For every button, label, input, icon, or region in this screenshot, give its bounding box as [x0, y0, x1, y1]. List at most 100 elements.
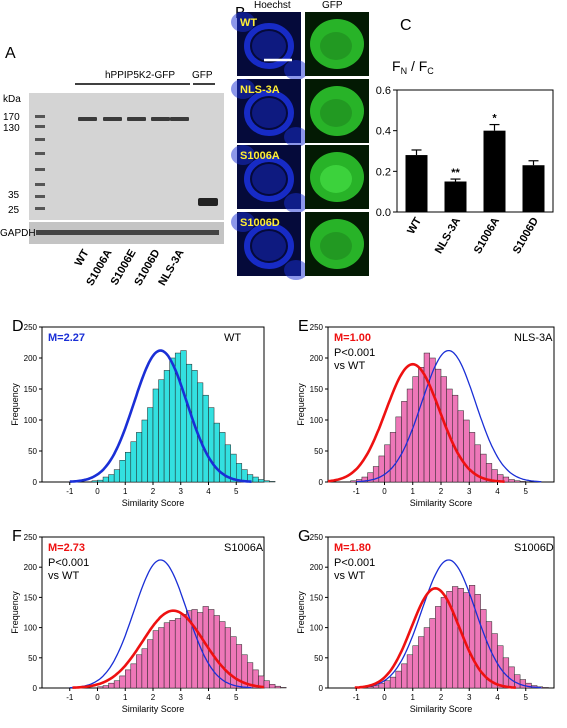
neighbor-nucleus [284, 127, 308, 147]
histogram-bar [263, 680, 270, 689]
histogram-bar [440, 597, 447, 689]
reference-fit-curve [69, 559, 252, 689]
y-axis-label: Frequency [10, 383, 20, 426]
x-tick-label: 3 [467, 487, 472, 496]
histogram-bar [457, 410, 464, 483]
panel-a: A kDa hPPIP5K2-GFP GFP 170 130 35 25 [0, 45, 224, 288]
histogram-bar [514, 674, 521, 689]
construct-label: hPPIP5K2-GFP [105, 70, 175, 81]
x-tick-label: 4 [206, 487, 211, 496]
c-plot-frame [396, 89, 554, 213]
y-tick-label: 100 [24, 624, 38, 633]
x-tick-label: 2 [439, 487, 444, 496]
nucleus-fill [252, 31, 286, 61]
x-tick-label: 4 [495, 487, 500, 496]
histogram-bar [514, 480, 521, 483]
blot-membrane [29, 93, 224, 220]
x-axis-label: Similarity Score [122, 498, 185, 508]
x-tick-label: 3 [467, 693, 472, 702]
histogram-bar [125, 451, 132, 483]
histogram-bar [130, 441, 137, 483]
histogram-bar [230, 636, 237, 689]
histogram-bar [147, 639, 154, 689]
nucleus-gfp [320, 165, 352, 193]
marker-130: 130 [3, 123, 20, 134]
x-tick-label: 3 [179, 693, 184, 702]
y-tick-label: 150 [24, 593, 38, 602]
y-tick-label: 0 [319, 478, 324, 487]
nucleus-fill [252, 231, 286, 261]
histogram-bar [508, 479, 515, 483]
nucleus-shape [244, 156, 294, 202]
histogram-bar [213, 422, 220, 483]
panel-c: C FN / FC 0.00.20.40.6WT**NLS-3A*S1006A S… [376, 17, 554, 256]
neighbor-nucleus [231, 145, 255, 165]
histogram-bar [136, 432, 143, 483]
histogram-bar [169, 357, 176, 483]
ladder-band [35, 138, 45, 141]
c-category-label: S1006D [511, 215, 541, 255]
x-tick-label: 5 [524, 693, 529, 702]
histogram-bar [208, 407, 215, 483]
c-category-label: NLS-3A [433, 215, 463, 255]
histogram-bar [452, 394, 459, 483]
histogram-bar [508, 666, 515, 689]
ladder-band [35, 115, 45, 118]
x-tick-label: 1 [123, 487, 128, 496]
histogram-bar [395, 670, 402, 689]
y-axis-label: Frequency [296, 591, 306, 634]
band-s1006e [127, 117, 146, 121]
histogram-bar [152, 388, 159, 483]
histogram-bar [389, 432, 397, 483]
histogram-bar [274, 685, 281, 689]
histogram-bar [224, 627, 231, 689]
histogram-bar [423, 627, 430, 689]
c-bar [444, 181, 467, 212]
comparison-label: vs WT [48, 570, 79, 582]
y-tick-label: 200 [24, 354, 38, 363]
histogram-bar [269, 481, 276, 483]
histogram-bar [350, 480, 357, 483]
microscopy-row-label: S1006A [240, 150, 280, 162]
histogram-bar [91, 480, 98, 483]
histogram-bar [395, 416, 402, 483]
histogram-bar [497, 645, 504, 689]
fit-curve [69, 349, 252, 483]
kda-label: kDa [3, 94, 21, 105]
x-tick-label: -1 [353, 487, 361, 496]
x-tick-label: 0 [95, 487, 100, 496]
histogram-bar [108, 474, 115, 483]
p-value-label: P<0.001 [334, 347, 375, 359]
fit-curve [72, 609, 265, 689]
y-tick-label: 100 [310, 416, 324, 425]
histogram-bar [435, 368, 442, 483]
histogram-bar [152, 630, 159, 689]
c-ytick-label: 0.4 [376, 126, 391, 138]
histogram-bar [474, 594, 481, 689]
x-axis-label: Similarity Score [122, 704, 185, 714]
histogram-bar [429, 618, 436, 689]
y-tick-label: 250 [24, 323, 38, 332]
x-tick-label: 1 [411, 487, 416, 496]
ladder-band [35, 152, 45, 155]
x-axis-label: Similarity Score [410, 704, 473, 714]
histogram-bar [186, 363, 193, 483]
c-category-label: WT [405, 215, 424, 236]
c-ylabel-sub1: N [401, 66, 408, 76]
x-tick-label: 5 [234, 693, 239, 702]
header-hoechst: Hoechst [254, 0, 291, 11]
nucleus-shape [244, 90, 294, 136]
mean-label: M=1.80 [334, 542, 371, 554]
y-tick-label: 200 [310, 354, 324, 363]
histogram-bar [141, 648, 148, 689]
band-nls3a [170, 117, 189, 121]
panel-a-label: A [5, 45, 16, 62]
c-ytick-label: 0.2 [376, 166, 391, 178]
panel-label: F [12, 528, 22, 545]
y-tick-label: 250 [24, 533, 38, 542]
